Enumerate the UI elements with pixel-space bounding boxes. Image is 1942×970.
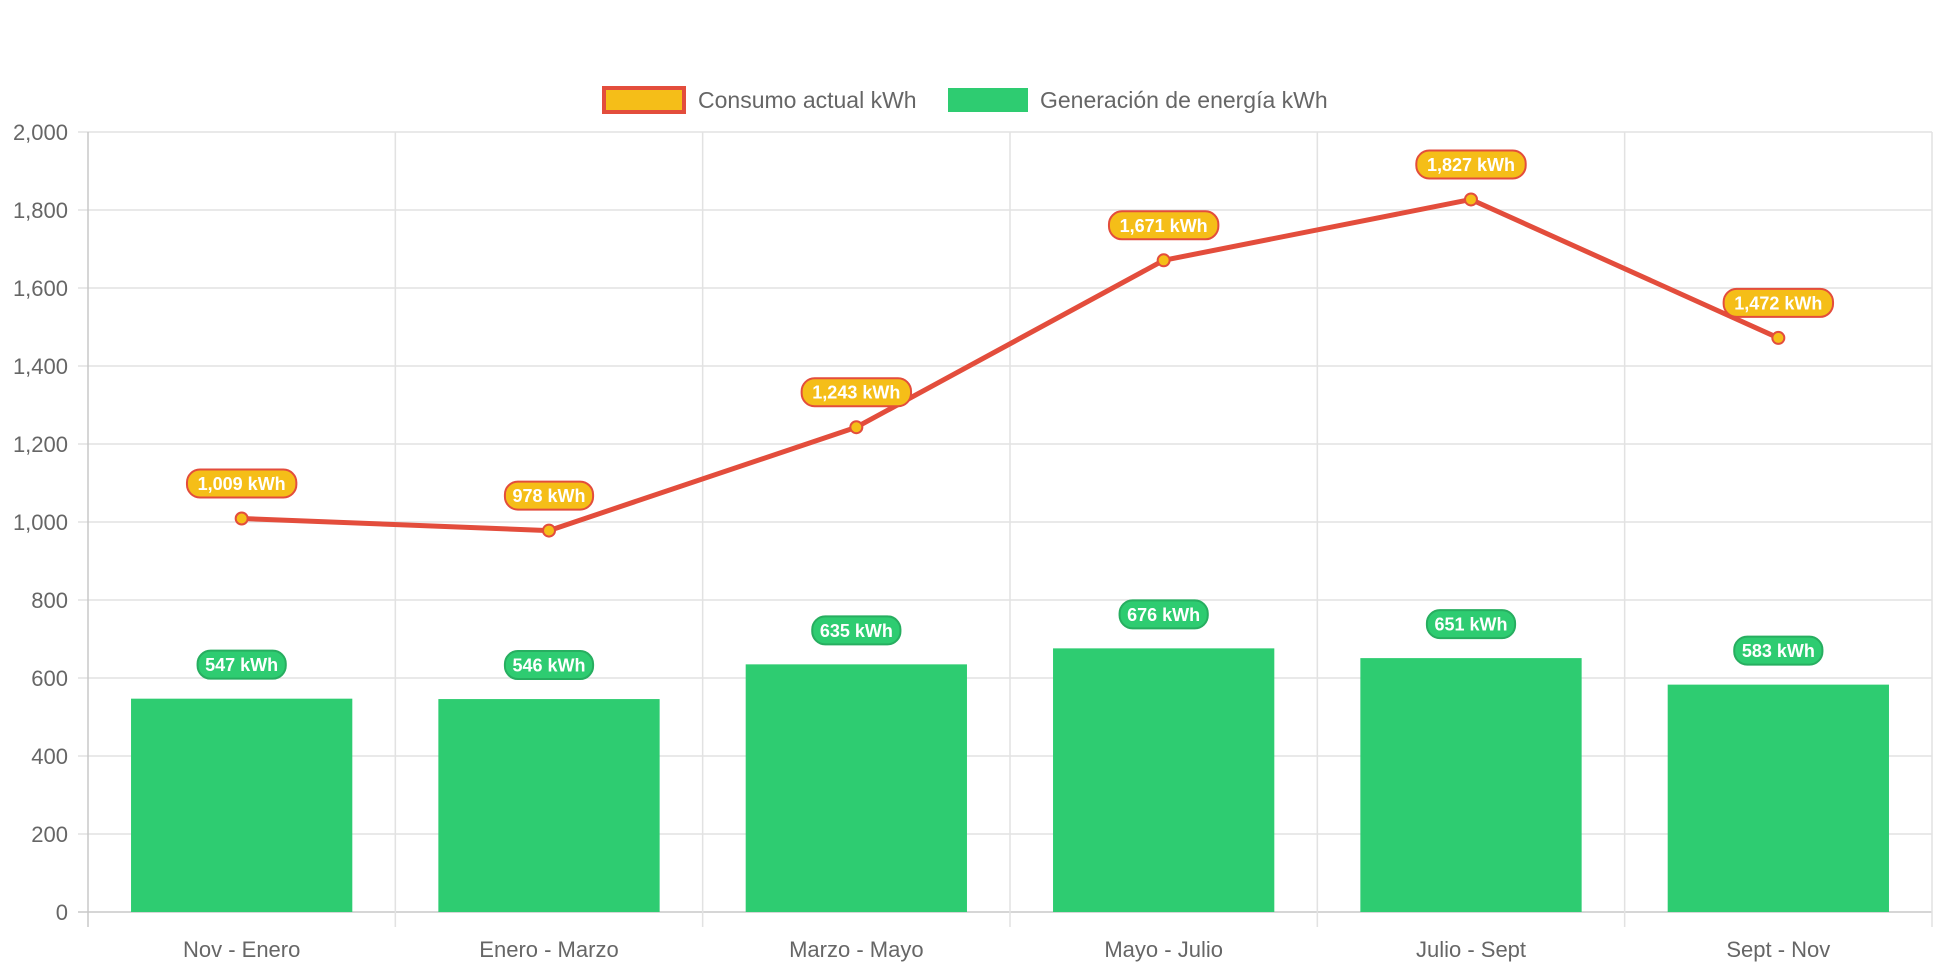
- x-tick-label: Sept - Nov: [1726, 937, 1830, 962]
- consumption-point[interactable]: [1156, 253, 1171, 268]
- consumption-data-label-text: 1,827 kWh: [1427, 155, 1515, 175]
- generation-data-label-text: 676 kWh: [1127, 605, 1200, 625]
- legend-item-consumption[interactable]: Consumo actual kWh: [602, 86, 917, 114]
- consumption-line: [241, 196, 1780, 534]
- generation-bar[interactable]: [438, 699, 660, 912]
- generation-data-label: 546 kWh: [503, 650, 595, 681]
- generation-data-label-text: 583 kWh: [1742, 641, 1815, 661]
- y-tick-label: 1,000: [13, 510, 68, 535]
- legend-label-consumption: Consumo actual kWh: [698, 87, 917, 113]
- y-tick-label: 1,800: [13, 198, 68, 223]
- consumption-data-label: 1,827 kWh: [1415, 149, 1527, 180]
- legend-swatch-consumption: [602, 86, 686, 114]
- consumption-data-label-text: 1,009 kWh: [198, 474, 286, 494]
- legend[interactable]: Consumo actual kWh Generación de energía …: [602, 86, 1328, 114]
- generation-data-label: 651 kWh: [1425, 609, 1517, 640]
- generation-bar[interactable]: [1053, 648, 1275, 912]
- x-tick-label: Marzo - Mayo: [789, 937, 923, 962]
- generation-data-label: 547 kWh: [196, 649, 287, 680]
- generation-bar[interactable]: [131, 698, 353, 912]
- consumption-point[interactable]: [849, 420, 864, 435]
- generation-bar[interactable]: [745, 664, 967, 912]
- y-tick-label: 1,200: [13, 432, 68, 457]
- generation-data-label-text: 547 kWh: [205, 655, 278, 675]
- consumption-data-label: 1,243 kWh: [800, 377, 913, 408]
- generation-data-label-text: 635 kWh: [820, 621, 893, 641]
- generation-bar[interactable]: [1360, 658, 1582, 912]
- consumption-point[interactable]: [234, 511, 249, 526]
- generation-data-label: 583 kWh: [1733, 635, 1824, 666]
- consumption-data-label: 1,472 kWh: [1722, 287, 1835, 318]
- consumption-data-label-text: 1,243 kWh: [812, 383, 900, 403]
- data-labels: 547 kWh 546 kWh 635 kWh 676 kWh 651 kWh 583 k…: [185, 149, 1835, 681]
- y-tick-label: 1,600: [13, 276, 68, 301]
- x-tick-label: Enero - Marzo: [479, 937, 618, 962]
- y-tick-label: 800: [31, 588, 68, 613]
- grid: [78, 131, 1933, 927]
- consumption-point[interactable]: [1464, 192, 1478, 207]
- consumption-data-label-text: 1,472 kWh: [1734, 293, 1822, 313]
- legend-label-generation: Generación de energía kWh: [1040, 87, 1328, 113]
- generation-data-label-text: 546 kWh: [512, 656, 585, 676]
- generation-data-label: 676 kWh: [1118, 599, 1209, 630]
- x-tick-label: Nov - Enero: [183, 937, 300, 962]
- consumption-data-label-text: 1,671 kWh: [1120, 216, 1208, 236]
- consumption-point[interactable]: [1771, 330, 1786, 345]
- consumption-data-label: 1,009 kWh: [185, 468, 298, 499]
- consumption-point[interactable]: [542, 523, 556, 538]
- y-tick-label: 0: [56, 900, 68, 925]
- y-tick-label: 400: [31, 744, 68, 769]
- y-tick-label: 2,000: [13, 120, 68, 145]
- consumption-data-label: 1,671 kWh: [1107, 210, 1220, 241]
- x-tick-label: Julio - Sept: [1416, 937, 1526, 962]
- y-tick-label: 1,400: [13, 354, 68, 379]
- consumption-data-label: 978 kWh: [503, 480, 595, 511]
- bars: [131, 648, 1889, 912]
- y-tick-label: 600: [31, 666, 68, 691]
- generation-bar[interactable]: [1667, 684, 1889, 912]
- line-series: [234, 192, 1786, 538]
- generation-data-label: 635 kWh: [811, 615, 902, 646]
- y-tick-label: 200: [31, 822, 68, 847]
- axes: 0 200 400 600 800 1,000 1,200 1,400 1,600 1,800 2,…: [13, 120, 1830, 962]
- generation-data-label-text: 651 kWh: [1434, 615, 1507, 635]
- consumption-data-label-text: 978 kWh: [512, 486, 585, 506]
- legend-item-generation[interactable]: Generación de energía kWh: [948, 87, 1328, 113]
- x-tick-label: Mayo - Julio: [1104, 937, 1223, 962]
- legend-swatch-generation: [948, 88, 1028, 112]
